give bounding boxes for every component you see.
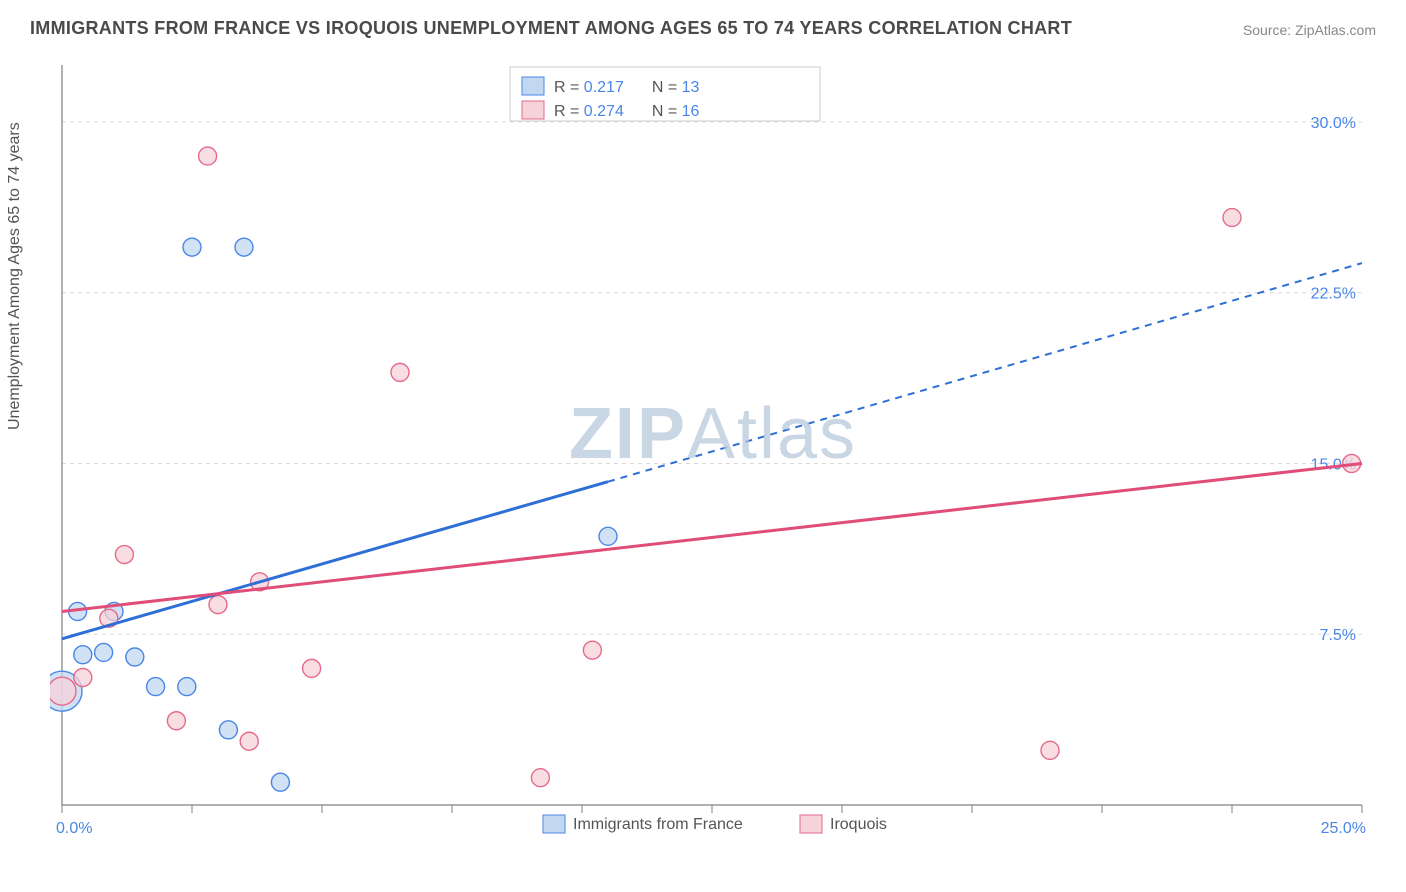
chart-svg: 7.5%15.0%22.5%30.0%0.0%25.0%R = 0.217N =… (50, 55, 1376, 845)
x-tick-label-end: 25.0% (1321, 820, 1366, 837)
legend-swatch (522, 77, 544, 95)
data-point (235, 238, 253, 256)
data-point (178, 678, 196, 696)
data-point (531, 769, 549, 787)
data-point (219, 721, 237, 739)
scatter-plot: ZIPAtlas 7.5%15.0%22.5%30.0%0.0%25.0%R =… (50, 55, 1376, 845)
trend-line (62, 463, 1362, 611)
data-point (303, 659, 321, 677)
data-point (1041, 741, 1059, 759)
source-label: Source: (1243, 22, 1291, 38)
data-point (209, 596, 227, 614)
trend-line-extrapolated (608, 263, 1362, 482)
data-point (115, 546, 133, 564)
bottom-legend-label: Immigrants from France (573, 816, 743, 833)
data-point (126, 648, 144, 666)
chart-title: IMMIGRANTS FROM FRANCE VS IROQUOIS UNEMP… (30, 18, 1072, 39)
bottom-legend-swatch (543, 815, 565, 833)
data-point (95, 643, 113, 661)
y-tick-label: 7.5% (1320, 627, 1356, 644)
data-point (1223, 209, 1241, 227)
x-tick-label-start: 0.0% (56, 820, 92, 837)
data-point (167, 712, 185, 730)
source-value: ZipAtlas.com (1295, 22, 1376, 38)
data-point (599, 527, 617, 545)
data-point (199, 147, 217, 165)
data-point (391, 363, 409, 381)
data-point (583, 641, 601, 659)
data-point (147, 678, 165, 696)
data-point (74, 646, 92, 664)
bottom-legend-swatch (800, 815, 822, 833)
y-tick-label: 22.5% (1311, 286, 1356, 303)
source-credit: Source: ZipAtlas.com (1243, 22, 1376, 38)
y-tick-label: 30.0% (1311, 115, 1356, 132)
bottom-legend-label: Iroquois (830, 816, 887, 833)
data-point (50, 677, 76, 705)
y-axis-label: Unemployment Among Ages 65 to 74 years (6, 122, 24, 430)
data-point (271, 773, 289, 791)
trend-line (62, 482, 608, 639)
data-point (74, 668, 92, 686)
data-point (183, 238, 201, 256)
legend-swatch (522, 101, 544, 119)
data-point (240, 732, 258, 750)
